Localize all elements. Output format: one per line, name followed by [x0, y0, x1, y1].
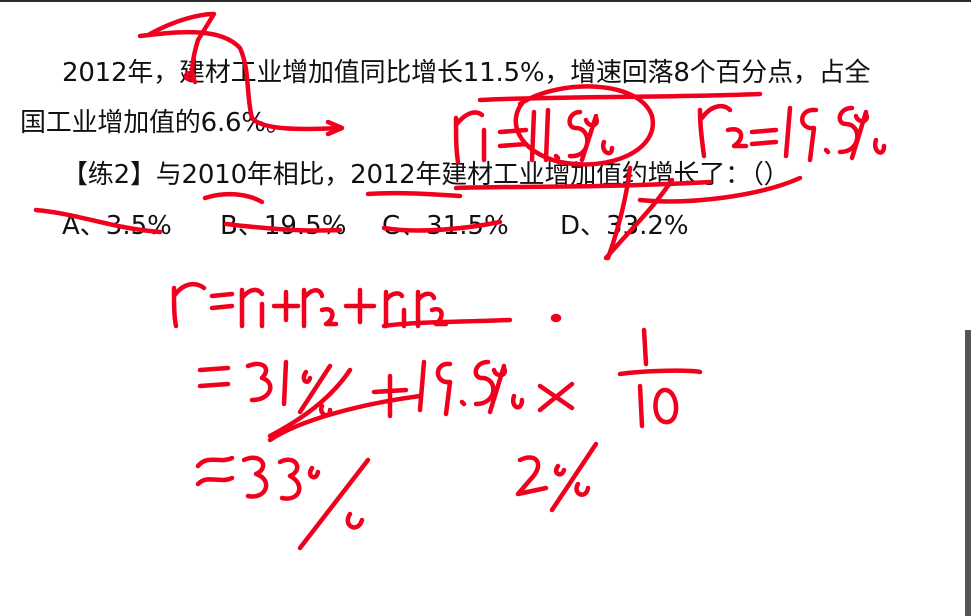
problem-text-line-2: 国工业增加值的6.6%。: [20, 108, 292, 138]
ink-underline-r1r2: [381, 317, 513, 329]
ink-r1r2-formula: [383, 289, 449, 329]
ink-plus-3: [371, 373, 409, 419]
ink-approx: [195, 455, 235, 487]
ink-equals-1: [497, 127, 529, 149]
ink-dot: [183, 70, 197, 82]
ink-top-arc: [137, 29, 343, 132]
ink-circle-tail: [603, 165, 675, 261]
ink-dot-2: [550, 313, 562, 323]
ink-big-slash: [267, 367, 353, 439]
ink-hook-right: [637, 175, 803, 204]
ink-circle-11.5: [513, 84, 656, 167]
ink-strike-option-c: [381, 219, 503, 233]
ink-times: [537, 381, 575, 413]
ink-plus-2: [343, 287, 377, 325]
ink-11.5: [529, 107, 615, 163]
ink-19.5-b: [417, 359, 525, 417]
ink-strike-option-b: [223, 221, 343, 233]
ink-19.5: [783, 105, 887, 163]
ink-strike-option-a: [33, 207, 163, 235]
ink-r1-formula: [239, 287, 265, 329]
ink-fraction: [617, 327, 703, 429]
ink-seven-mark: [147, 11, 217, 85]
ink-arrow-head: [325, 119, 345, 137]
ink-underline-2012: [365, 190, 463, 199]
ink-r2: [697, 103, 749, 159]
ink-underline-jiancai: [453, 179, 713, 191]
ink-long-stroke: [267, 393, 423, 443]
ink-equals-4: [197, 365, 231, 389]
ink-strike-top: [477, 91, 763, 103]
ink-plus-1: [271, 289, 301, 323]
ink-equals-3: [209, 291, 235, 311]
ink-31: [245, 359, 289, 407]
ink-r2-formula: [301, 287, 339, 329]
ink-2percent: [515, 441, 599, 513]
ink-percent-2: [297, 457, 371, 551]
ink-r: [171, 281, 207, 329]
vertical-scrollbar[interactable]: [965, 330, 971, 616]
ink-underline-2010: [202, 191, 265, 205]
ink-r1: [453, 110, 487, 165]
ink-equals-2: [749, 127, 779, 147]
window-top-border: [0, 0, 971, 2]
ink-33: [241, 455, 302, 501]
